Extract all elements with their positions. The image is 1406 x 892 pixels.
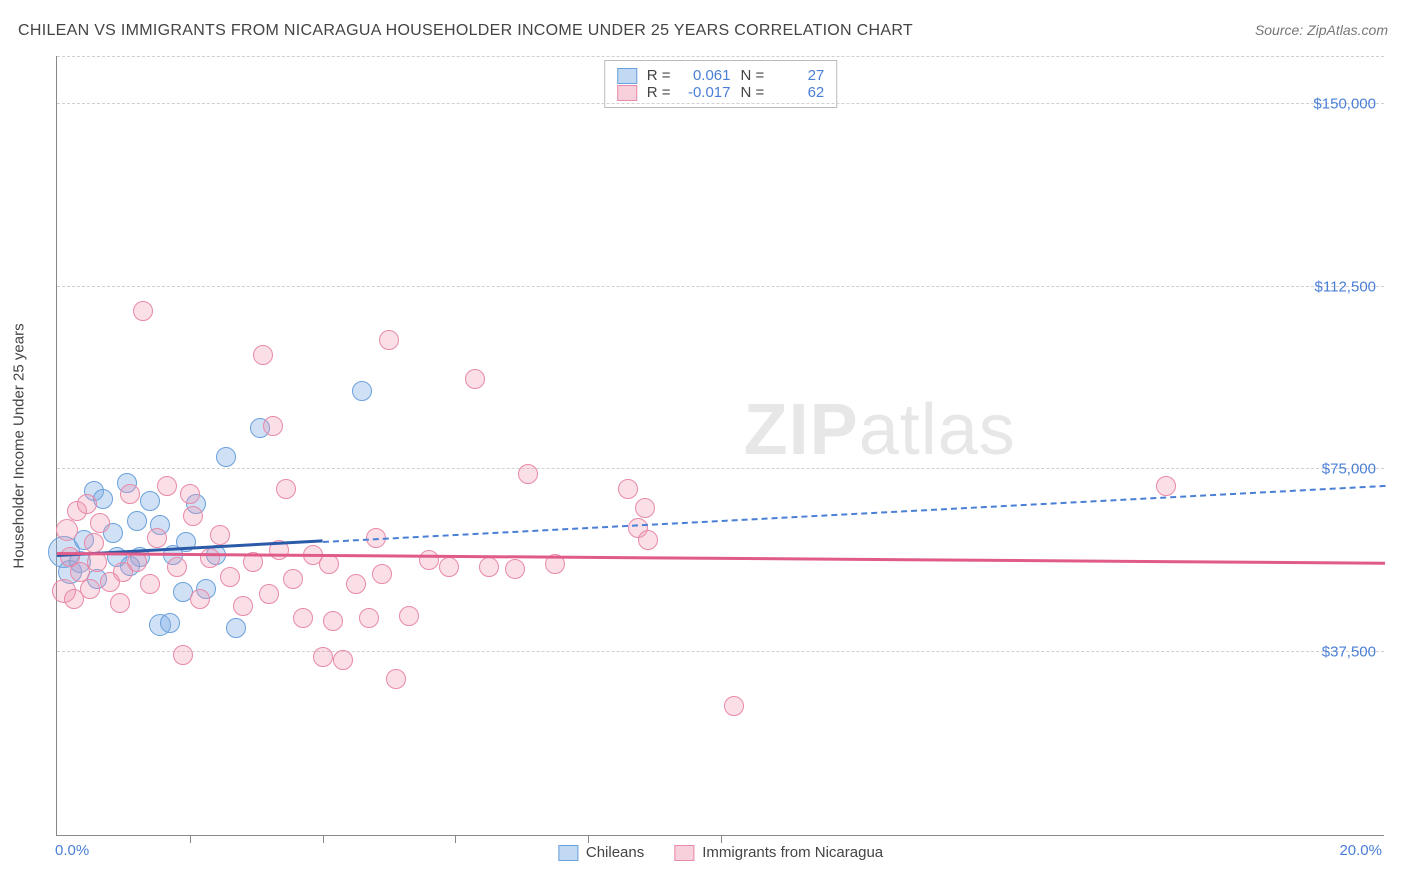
data-point xyxy=(638,530,658,550)
data-point xyxy=(210,525,230,545)
data-point xyxy=(140,574,160,594)
x-tick xyxy=(588,835,589,843)
data-point xyxy=(293,608,313,628)
data-point xyxy=(419,550,439,570)
x-tick xyxy=(721,835,722,843)
stats-legend: R = 0.061 N = 27 R = -0.017 N = 62 xyxy=(604,60,838,108)
x-tick xyxy=(190,835,191,843)
data-point xyxy=(618,479,638,499)
data-point xyxy=(84,533,104,553)
swatch-pink-icon xyxy=(617,85,637,101)
data-point xyxy=(359,608,379,628)
data-point xyxy=(167,557,187,577)
data-point xyxy=(323,611,343,631)
gridline xyxy=(57,468,1384,469)
data-point xyxy=(386,669,406,689)
data-point xyxy=(372,564,392,584)
data-point xyxy=(77,494,97,514)
gridline xyxy=(57,651,1384,652)
data-point xyxy=(113,562,133,582)
gridline xyxy=(57,103,1384,104)
data-point xyxy=(90,513,110,533)
series-legend: Chileans Immigrants from Nicaragua xyxy=(558,844,883,861)
y-tick-label: $37,500 xyxy=(1322,644,1376,661)
data-point xyxy=(233,596,253,616)
y-tick-label: $112,500 xyxy=(1315,278,1376,295)
x-axis-max: 20.0% xyxy=(1339,842,1382,859)
stat-r-value: 0.061 xyxy=(681,67,731,84)
stats-row-chileans: R = 0.061 N = 27 xyxy=(617,67,825,84)
data-point xyxy=(110,593,130,613)
data-point xyxy=(216,447,236,467)
data-point xyxy=(127,511,147,531)
stats-row-nicaragua: R = -0.017 N = 62 xyxy=(617,84,825,101)
data-point xyxy=(253,345,273,365)
watermark: ZIPatlas xyxy=(744,389,1016,471)
y-tick-label: $75,000 xyxy=(1322,461,1376,478)
data-point xyxy=(173,645,193,665)
legend-chileans: Chileans xyxy=(558,844,644,861)
data-point xyxy=(276,479,296,499)
data-point xyxy=(226,618,246,638)
data-point xyxy=(505,559,525,579)
gridline xyxy=(57,56,1384,57)
data-point xyxy=(56,519,78,541)
chart-title: CHILEAN VS IMMIGRANTS FROM NICARAGUA HOU… xyxy=(18,22,913,40)
swatch-blue-icon xyxy=(558,845,578,861)
data-point xyxy=(64,589,84,609)
data-point xyxy=(283,569,303,589)
data-point xyxy=(479,557,499,577)
data-point xyxy=(635,498,655,518)
data-point xyxy=(313,647,333,667)
y-axis-label: Householder Income Under 25 years xyxy=(11,323,28,568)
legend-label: Chileans xyxy=(586,844,644,861)
x-axis-min: 0.0% xyxy=(55,842,89,859)
stat-r-label: R = xyxy=(647,67,671,84)
source-attribution: Source: ZipAtlas.com xyxy=(1255,22,1388,38)
data-point xyxy=(465,369,485,389)
data-point xyxy=(183,506,203,526)
data-point xyxy=(120,484,140,504)
data-point xyxy=(439,557,459,577)
stat-n-label: N = xyxy=(741,67,765,84)
data-point xyxy=(379,330,399,350)
data-point xyxy=(180,484,200,504)
data-point xyxy=(133,301,153,321)
data-point xyxy=(200,548,220,568)
data-point xyxy=(724,696,744,716)
data-point xyxy=(399,606,419,626)
data-point xyxy=(220,567,240,587)
stat-r-value: -0.017 xyxy=(681,84,731,101)
swatch-pink-icon xyxy=(674,845,694,861)
data-point xyxy=(147,528,167,548)
swatch-blue-icon xyxy=(617,68,637,84)
stat-n-value: 27 xyxy=(774,67,824,84)
data-point xyxy=(319,554,339,574)
plot-area: Householder Income Under 25 years ZIPatl… xyxy=(56,56,1384,836)
data-point xyxy=(518,464,538,484)
x-tick xyxy=(323,835,324,843)
data-point xyxy=(333,650,353,670)
data-point xyxy=(160,613,180,633)
data-point xyxy=(190,589,210,609)
stat-r-label: R = xyxy=(647,84,671,101)
legend-nicaragua: Immigrants from Nicaragua xyxy=(674,844,883,861)
legend-label: Immigrants from Nicaragua xyxy=(702,844,883,861)
data-point xyxy=(140,491,160,511)
gridline xyxy=(57,286,1384,287)
stat-n-value: 62 xyxy=(774,84,824,101)
data-point xyxy=(1156,476,1176,496)
data-point xyxy=(352,381,372,401)
data-point xyxy=(346,574,366,594)
data-point xyxy=(157,476,177,496)
y-tick-label: $150,000 xyxy=(1313,95,1376,112)
data-point xyxy=(259,584,279,604)
trendline-blue-extrap xyxy=(323,484,1386,542)
x-tick xyxy=(455,835,456,843)
data-point xyxy=(263,416,283,436)
stat-n-label: N = xyxy=(741,84,765,101)
